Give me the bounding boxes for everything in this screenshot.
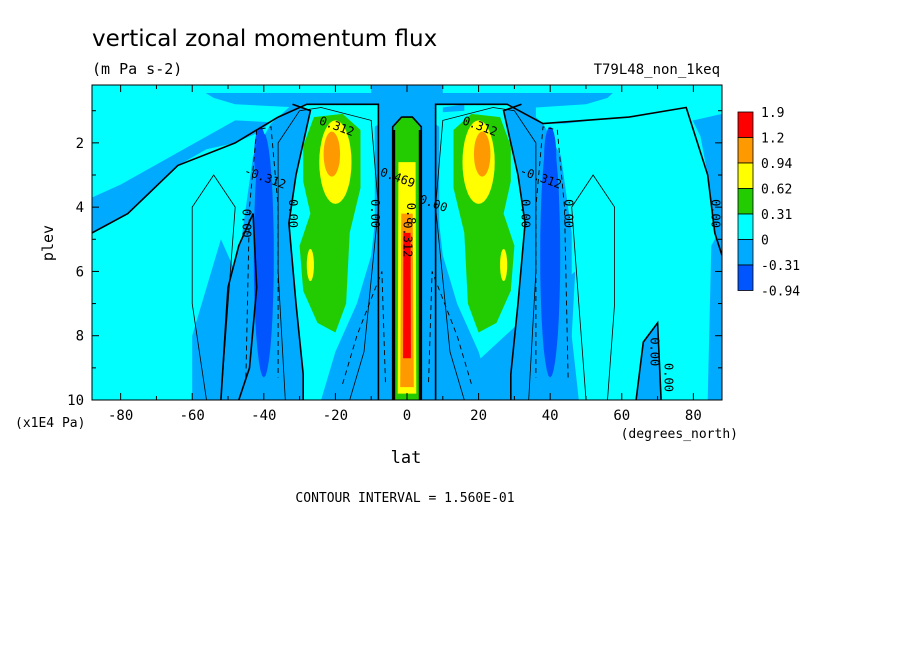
colorbar: 1.9 1.2 0.94 0.62 0.31 0 -0.31 -0.94 <box>737 106 800 300</box>
x-axis-units: (degrees_north) <box>621 427 738 442</box>
colorbar-swatch-4 <box>737 188 754 215</box>
contour-label-5: 0.00 <box>239 209 253 238</box>
x-tick-label: 40 <box>542 408 559 424</box>
dashed-contour-subtrop-north <box>428 271 472 385</box>
colorbar-swatch-3 <box>737 162 754 189</box>
contour-label-7: 0.00 <box>368 199 382 228</box>
contour-label-11: 0.00 <box>708 199 722 228</box>
x-tick-label: 20 <box>470 408 487 424</box>
dataset-label: T79L48_non_1keq <box>594 62 720 78</box>
cyan-region-6 <box>535 85 722 127</box>
blue-band-9 <box>442 104 465 113</box>
colorbar-label: 0 <box>761 234 769 249</box>
y-axis-units: (x1E4 Pa) <box>15 416 85 431</box>
zero-contour-tongue-south <box>220 213 258 400</box>
contour-label-6: 0.00 <box>286 199 300 228</box>
x-tick-label: 80 <box>685 408 702 424</box>
colorbar-swatch-6 <box>737 239 754 266</box>
x-tick-label: 60 <box>613 408 630 424</box>
x-tick-label: -60 <box>180 408 205 424</box>
colorbar-label: -0.31 <box>761 259 800 274</box>
y-tick-label: 4 <box>76 200 84 216</box>
blue-band-10 <box>636 322 662 400</box>
colorbar-label: 0.31 <box>761 208 792 223</box>
x-axis-label: lat <box>391 448 422 468</box>
zero-contour-inner-south <box>288 103 312 400</box>
zero-contour-equator <box>391 116 423 400</box>
contour-label-10: 0.00 <box>562 199 576 228</box>
contour-interval: CONTOUR INTERVAL = 1.560E-01 <box>295 491 514 506</box>
colorbar-swatch-7 <box>737 264 754 291</box>
zero-contour-inner-north <box>502 103 526 400</box>
blue-band-7 <box>424 117 440 400</box>
chart-title: vertical zonal momentum flux <box>92 26 437 52</box>
thin-contour-north <box>571 174 615 400</box>
colorbar-label: 1.2 <box>761 132 784 147</box>
colorbar-swatch-5 <box>737 213 754 240</box>
small-yellow-south <box>306 248 314 282</box>
y-tick-label: 10 <box>67 393 84 409</box>
blue-band-6 <box>374 117 390 400</box>
colorbar-swatch-2 <box>737 137 754 164</box>
colorbar-label: -0.94 <box>761 285 800 300</box>
colorbar-label: 0.94 <box>761 157 792 172</box>
dashed-contour-subtrop-south <box>342 271 386 385</box>
y-axis-label: plev <box>39 225 57 261</box>
blue-band-11 <box>707 226 722 400</box>
jet-core-orange-south <box>323 131 341 177</box>
dashed-contour-north <box>535 126 569 378</box>
negative-core-2 <box>540 133 561 378</box>
cyan-region-5 <box>92 85 300 198</box>
zero-contour-high-lat <box>635 320 662 400</box>
jet-core-orange-north <box>473 131 491 177</box>
contour-label-15: 0.00 <box>647 337 661 366</box>
negative-core-3 <box>254 126 267 185</box>
colorbar-label: 0.62 <box>761 183 792 198</box>
colorbar-label: 1.9 <box>761 106 784 121</box>
small-yellow-north <box>500 248 508 282</box>
x-tick-label: -40 <box>251 408 276 424</box>
y-tick-label: 6 <box>76 264 84 280</box>
contour-lines <box>92 103 722 400</box>
y-tick-label: 2 <box>76 136 84 152</box>
negative-core-1 <box>253 133 274 378</box>
equatorial-red <box>403 232 411 359</box>
x-tick-label: 0 <box>403 408 411 424</box>
contour-label-13: 0.8 <box>404 203 418 225</box>
contour-label-16: 0.00 <box>662 363 676 392</box>
contour-label-9: 0.00 <box>519 199 533 228</box>
chart-units: (m Pa s-2) <box>92 60 182 78</box>
contour-label-14: 0.312 <box>400 221 414 257</box>
negative-core-4 <box>544 126 557 185</box>
x-tick-label: -20 <box>323 408 348 424</box>
y-tick-label: 8 <box>76 329 84 345</box>
zero-contour-north <box>434 103 722 400</box>
colorbar-swatch-1 <box>737 111 754 138</box>
dashed-contour-south <box>245 126 279 378</box>
x-tick-label: -80 <box>108 408 133 424</box>
thin-contour-south <box>191 174 236 400</box>
